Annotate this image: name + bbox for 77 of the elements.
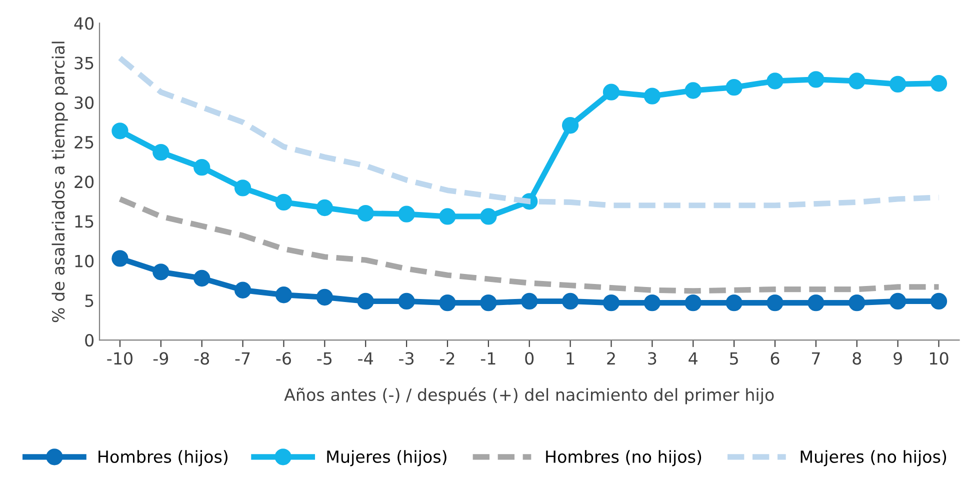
x-tick-label: -6 [276,352,291,365]
point [848,72,866,90]
x-tick-label: -8 [194,352,210,365]
legend-label: Hombres (hijos) [98,450,228,466]
point [275,286,292,304]
y-tick-label: 40 [74,17,94,30]
y-tick-label: 30 [74,96,94,109]
x-tick-label: 2 [607,352,615,364]
point [234,282,252,298]
point [930,292,948,310]
point [889,76,906,93]
point [562,117,579,134]
x-tick-label: -1 [480,352,496,364]
point [194,159,210,176]
point [521,292,538,310]
x-tick-label: 0 [525,352,534,365]
point [930,75,948,92]
y-tick-label: 15 [75,215,94,228]
x-tick-label: 8 [852,352,862,365]
point [316,288,333,306]
point [275,194,292,211]
point [439,208,456,225]
x-tick-label: -7 [235,352,250,364]
point [480,294,497,312]
point [194,270,210,287]
y-tick-label: 20 [74,176,94,188]
point [644,294,661,312]
x-tick-label: -2 [440,352,454,364]
point [480,208,497,225]
point [398,292,415,310]
x-tick-label: 1 [566,352,574,364]
y-tick-label: 0 [85,334,94,347]
point [112,250,128,267]
x-tick-label: 9 [894,352,902,365]
point [644,88,661,104]
point [766,294,784,312]
y-axis-title: % de asalariados a tiempo parcial [52,42,68,322]
point [357,204,374,222]
point [602,294,620,312]
x-tick-label: 6 [770,352,780,365]
point [602,84,620,100]
x-tick-label: 4 [688,352,698,364]
x-tick-label: -5 [317,352,332,365]
point [439,294,456,312]
point [684,82,702,99]
point [808,71,824,88]
point [726,79,742,96]
x-tick-label: 5 [730,352,738,365]
x-tick-label: -10 [107,352,132,365]
legend-label: Mujeres (hijos) [327,450,446,466]
point [562,292,579,310]
point [316,199,333,216]
legend-label: Hombres (no hijos) [546,450,702,466]
x-tick-label: -4 [358,352,373,364]
x-tick-label: 10 [930,352,948,365]
point [152,144,170,161]
point [398,206,415,222]
point [112,122,128,140]
point [152,264,170,280]
x-tick-label: 3 [648,352,656,365]
x-axis-title: Años antes (-) / después (+) del nacimiento del primer hijo [284,387,774,404]
y-tick-label: 35 [74,56,94,70]
point [808,294,824,312]
x-tick-label: -9 [153,352,168,365]
y-tick-label: 10 [75,254,94,268]
x-tick-label: 7 [812,352,820,364]
point [848,294,866,312]
point [889,292,906,310]
x-tick-label: -3 [399,352,414,365]
point [357,292,374,310]
y-tick-label: 25 [74,136,94,149]
point [234,180,252,196]
point [766,72,784,90]
point [726,294,742,312]
point [684,294,702,312]
legend-label: Mujeres (no hijos) [800,450,946,466]
y-tick-label: 5 [85,294,94,307]
